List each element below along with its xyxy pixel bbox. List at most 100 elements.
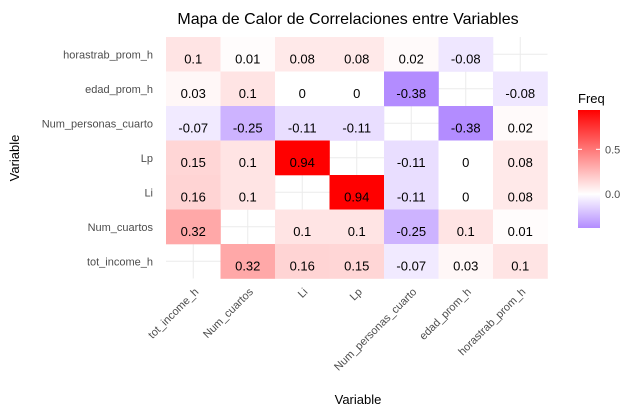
heatmap-cell <box>220 37 276 72</box>
heatmap-cell <box>275 106 330 141</box>
heatmap-cell <box>384 244 439 279</box>
y-tick-label: Li <box>144 187 153 199</box>
cell-value-label: 0.1 <box>239 189 257 204</box>
heatmap-cell <box>384 140 439 176</box>
cell-value-label: 0.02 <box>399 51 424 66</box>
cell-value-label: 0 <box>353 86 360 101</box>
cell-value-label: 0.08 <box>508 155 533 170</box>
cell-value-label: 0.1 <box>239 155 257 170</box>
cell-value-label: 0.1 <box>348 224 366 239</box>
cell-value-label: 0.02 <box>508 120 533 135</box>
heatmap-cell <box>493 106 548 141</box>
x-axis-tick-labels: tot_income_h Num_cuartos Li LpNum_personas_… <box>146 286 528 374</box>
heatmap-cell <box>438 175 494 210</box>
cell-value-label: 0.16 <box>290 258 315 273</box>
heatmap-cell <box>329 209 385 245</box>
heatmap-cell <box>438 244 494 279</box>
heatmap-cell <box>438 106 494 141</box>
heatmap-cell <box>166 106 221 141</box>
heatmap-cell <box>275 209 330 245</box>
cell-value-label: 0.08 <box>290 51 315 66</box>
heatmap-cell <box>166 175 221 210</box>
cell-value-label: 0.03 <box>453 258 478 273</box>
x-tick-label: Lp <box>348 286 365 303</box>
cell-value-label: 0.32 <box>235 258 260 273</box>
cell-value-label: 0.94 <box>344 189 369 204</box>
heatmap-cell <box>493 175 548 210</box>
heatmap-cell <box>166 209 221 245</box>
heatmap-cell <box>275 71 330 107</box>
x-tick-label: Num_cuartos <box>201 286 256 341</box>
cell-value-label: -0.11 <box>342 120 371 135</box>
cell-value-label: -0.08 <box>451 51 481 66</box>
cell-value-label: 0.94 <box>290 155 315 170</box>
y-tick-label: edad_prom_h <box>85 84 153 96</box>
heatmap-cell <box>493 140 548 176</box>
x-axis-title: Variable <box>335 392 382 407</box>
heatmap-cell <box>275 140 330 176</box>
heatmap-cell <box>493 209 548 245</box>
cell-value-label: 0.03 <box>181 86 206 101</box>
heatmap-cell <box>438 140 494 176</box>
heatmap-cell <box>166 71 221 107</box>
cell-value-label: 0.1 <box>457 224 475 239</box>
cell-value-label: -0.25 <box>396 224 426 239</box>
heatmap-cell <box>384 209 439 245</box>
cell-value-label: 0 <box>299 86 306 101</box>
heatmap-cell <box>329 37 385 72</box>
heatmap-cell <box>493 244 548 279</box>
heatmap-cell <box>275 37 330 72</box>
legend-title: Freq <box>578 91 605 106</box>
y-tick-label: horastrab_prom_h <box>63 49 153 61</box>
heatmap-cell <box>220 175 276 210</box>
y-tick-label: Num_cuartos <box>88 222 154 234</box>
cell-value-label: 0 <box>462 155 469 170</box>
cell-value-label: 0.15 <box>344 258 369 273</box>
cell-value-label: 0.01 <box>508 224 533 239</box>
x-tick-label: edad_prom_h <box>417 286 473 342</box>
cell-value-label: 0.01 <box>235 51 260 66</box>
y-axis-title: Variable <box>7 135 22 182</box>
legend-tick-label: 0.5 <box>605 144 620 156</box>
x-tick-label: Li <box>296 286 311 301</box>
heatmap-cell <box>493 71 548 107</box>
cell-value-label: -0.08 <box>505 86 535 101</box>
x-tick-label: tot_income_h <box>146 286 201 341</box>
chart-title: Mapa de Calor de Correlaciones entre Var… <box>177 11 518 28</box>
heatmap-cell <box>329 244 385 279</box>
cell-value-label: -0.38 <box>451 120 481 135</box>
legend-tick-label: 0.0 <box>605 189 620 201</box>
legend-color-bar <box>578 110 600 228</box>
cell-value-label: -0.25 <box>233 120 263 135</box>
heatmap-cell <box>220 71 276 107</box>
cell-value-label: -0.11 <box>397 189 426 204</box>
cell-value-label: -0.11 <box>397 155 426 170</box>
cell-value-label: 0.1 <box>293 224 311 239</box>
heatmap-cell <box>166 140 221 176</box>
heatmap-cell <box>329 71 385 107</box>
x-tick-label: Num_personas_cuarto <box>332 286 419 373</box>
heatmap-cell <box>220 106 276 141</box>
cell-value-label: -0.11 <box>288 120 317 135</box>
cell-value-label: 0.08 <box>344 51 369 66</box>
heatmap-cell <box>275 244 330 279</box>
cell-value-label: 0.1 <box>511 258 529 273</box>
heatmap-cell <box>166 37 221 72</box>
heatmap-cell <box>384 175 439 210</box>
y-tick-label: Lp <box>141 153 153 165</box>
heatmap-cell <box>384 71 439 107</box>
cell-value-label: 0.15 <box>181 155 206 170</box>
heatmap-cells <box>166 37 548 279</box>
legend: Freq 0.5 0.0 <box>578 91 620 228</box>
heatmap-cell <box>384 37 439 72</box>
heatmap-cell <box>329 175 385 210</box>
heatmap-cell <box>438 37 494 72</box>
y-axis-tick-labels: horastrab_prom_h edad_prom_h Num_personas_… <box>42 49 154 268</box>
y-tick-label: tot_income_h <box>87 256 153 268</box>
heatmap-cell <box>220 244 276 279</box>
cell-value-label: 0.16 <box>181 189 206 204</box>
heatmap-cell <box>329 106 385 141</box>
y-tick-label: Num_personas_cuarto <box>42 118 153 130</box>
cell-value-label: 0 <box>462 189 469 204</box>
